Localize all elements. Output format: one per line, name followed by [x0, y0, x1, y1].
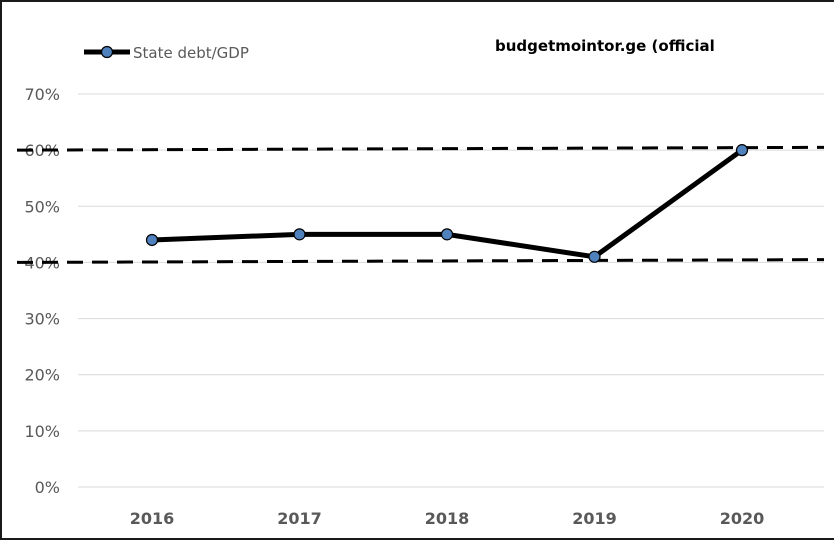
data-point [440, 228, 454, 241]
y-tick-label: 30% [24, 310, 60, 329]
y-tick-label: 0% [35, 478, 60, 497]
series-layer [145, 144, 749, 263]
legend: State debt/GDP [84, 44, 249, 62]
reference-lines [16, 145, 825, 264]
dashed-reference-line [16, 145, 825, 152]
y-tick-label: 70% [24, 85, 60, 104]
series-line-state-debt-gdp [151, 148, 744, 260]
legend-marker [100, 45, 114, 59]
data-point [588, 250, 601, 263]
data-point [735, 144, 749, 157]
data-point [293, 228, 306, 241]
x-axis-tick-labels: 2016 2017 2018 2019 2020 [130, 509, 765, 528]
grid-layer [78, 93, 824, 488]
x-tick-label: 2016 [130, 509, 175, 528]
legend-label-state-debt-gdp: State debt/GDP [133, 44, 249, 62]
y-axis-tick-labels: 0%10%20%30%40%50%60%70% [24, 85, 60, 497]
x-tick-label: 2019 [572, 509, 617, 528]
y-tick-label: 10% [24, 422, 60, 441]
y-tick-label: 50% [24, 197, 60, 216]
x-tick-label: 2018 [425, 509, 470, 528]
dashed-reference-line [16, 258, 825, 264]
x-tick-label: 2020 [720, 509, 765, 528]
data-point [145, 233, 159, 247]
x-tick-label: 2017 [277, 509, 322, 528]
y-tick-label: 20% [24, 366, 60, 385]
source-annotation: budgetmointor.ge (official [495, 37, 715, 55]
